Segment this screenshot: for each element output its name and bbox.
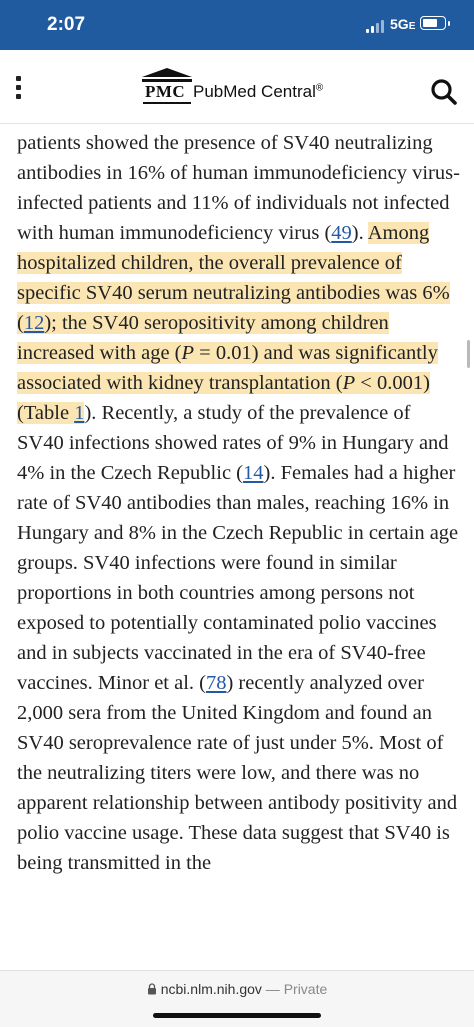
search-icon[interactable] [430, 78, 458, 106]
reference-link-78[interactable]: 78 [205, 672, 227, 694]
home-indicator[interactable] [153, 1013, 321, 1018]
pmc-logo[interactable]: PMC PubMed Central® [140, 68, 340, 108]
reference-link-12[interactable]: 12 [23, 312, 45, 334]
lock-icon [147, 983, 156, 995]
battery-icon [420, 16, 450, 30]
table-link-1[interactable]: 1 [74, 402, 85, 424]
pmc-roof-icon [142, 68, 192, 82]
url-domain: ncbi.nlm.nih.gov [160, 981, 262, 997]
article-paragraph: a study to determine the seroprevalence … [17, 132, 460, 874]
article-body: a study to determine the seroprevalence … [0, 124, 474, 970]
highlighted-text: Among hospitalized children, the overall… [17, 222, 450, 424]
scroll-indicator[interactable] [467, 340, 470, 368]
more-vertical-icon[interactable] [14, 76, 24, 100]
private-mode-label: Private [283, 981, 328, 997]
network-type: 5GE [390, 16, 416, 32]
browser-url-bar[interactable]: ncbi.nlm.nih.gov — Private [0, 970, 474, 1027]
site-header: PMC PubMed Central® [0, 50, 474, 124]
status-bar: 2:07 5GE [0, 0, 474, 50]
cellular-signal-icon [366, 20, 388, 33]
reference-link-49[interactable]: 49 [331, 222, 352, 244]
logo-name: PubMed Central® [193, 82, 324, 101]
url-display[interactable]: ncbi.nlm.nih.gov — Private [0, 981, 474, 997]
clock: 2:07 [47, 14, 86, 35]
reference-link-14[interactable]: 14 [243, 462, 264, 484]
logo-abbrev: PMC [145, 82, 186, 101]
